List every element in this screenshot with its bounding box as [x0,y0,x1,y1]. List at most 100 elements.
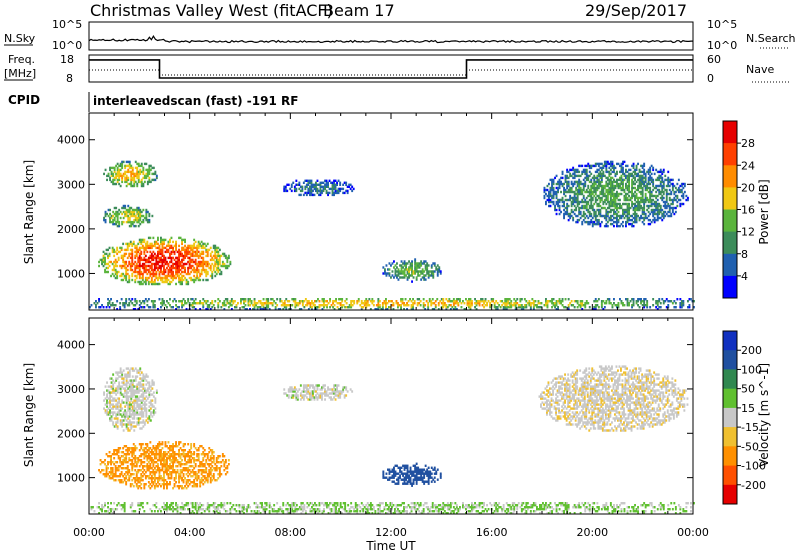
power-cell [130,184,133,188]
power-cell [214,270,217,274]
power-cell [226,266,229,270]
power-cell [128,182,131,186]
power-cell [339,302,342,305]
power-cell [215,272,218,276]
power-cell [104,210,107,214]
power-cell [125,180,128,184]
power-cell [131,210,134,214]
power-cell [259,308,262,311]
power-cell [594,210,597,214]
power-cell [265,302,268,305]
velocity-cell [113,457,116,460]
velocity-cell [110,385,113,388]
power-cell [594,218,597,222]
velocity-cell [126,473,129,476]
power-cell [303,306,306,309]
power-cell [385,274,388,277]
velocity-cell [170,473,173,476]
power-cell [673,196,676,200]
power-cell [140,280,143,284]
power-cell [616,212,618,216]
power-cell [436,264,439,267]
velocity-cell [138,465,141,468]
power-cell [670,182,673,186]
velocity-cell [179,453,182,456]
power-cell [121,160,124,164]
power-cell [593,212,596,216]
power-cell [643,298,646,301]
velocity-cell [169,449,171,452]
power-cell [190,276,193,280]
power-cell [569,216,572,220]
power-cell [510,304,513,307]
velocity-cell [138,443,141,446]
power-cell [286,183,289,186]
velocity-cell [194,447,197,450]
power-cell [390,264,392,267]
power-cell [157,266,159,270]
power-cell [605,182,608,186]
power-cell [652,182,655,186]
velocity-cell [122,401,125,404]
power-cell [188,272,191,276]
power-cell [552,304,555,307]
power-cell [112,210,115,214]
power-cell [304,191,307,195]
power-cell [135,246,138,250]
power-cell [558,208,561,212]
power-cell [375,308,378,311]
power-cell [576,182,579,186]
power-cell [345,302,348,305]
velocity-cell [152,469,155,472]
velocity-cell [209,477,212,480]
power-cell [118,164,121,168]
power-cell [548,182,550,186]
power-cell [137,164,140,168]
power-cell [504,306,507,309]
power-cell [643,218,646,222]
power-cell [426,266,429,269]
power-cell [608,172,611,176]
power-cell [588,166,591,170]
power-cell [140,220,143,224]
power-cell [194,260,197,264]
power-cell [594,298,597,301]
velocity-cell [109,395,111,398]
power-cell [152,300,155,303]
power-cell [578,164,581,168]
power-cell [454,302,457,305]
power-cell [312,183,314,186]
power-cell [597,204,600,208]
power-cell [576,196,579,200]
power-cell [661,180,664,184]
power-cell [131,248,134,252]
velocity-cell [173,457,176,460]
power-cell [167,250,170,254]
power-cell [406,262,409,265]
power-cell [187,248,190,252]
power-cell [640,298,642,301]
power-cell [112,214,115,218]
power-cell [619,164,621,168]
power-cell [579,190,582,194]
power-cell [662,170,665,174]
power-cell [414,260,417,263]
power-cell [224,304,227,307]
power-cell [394,268,397,271]
velocity-cell [115,387,118,390]
power-cell [342,304,345,307]
power-cell [331,181,334,184]
power-cell [588,206,591,210]
power-cell [407,300,410,303]
power-cell [141,300,144,303]
power-cell [336,181,338,184]
velocity-cell [211,453,214,456]
power-cell [452,308,455,311]
power-cell [628,198,630,202]
power-cell [152,166,155,170]
power-cell [125,252,128,256]
power-cell [170,270,173,274]
power-cell [549,194,552,198]
velocity-cell [157,445,159,448]
power-cell [566,176,569,180]
